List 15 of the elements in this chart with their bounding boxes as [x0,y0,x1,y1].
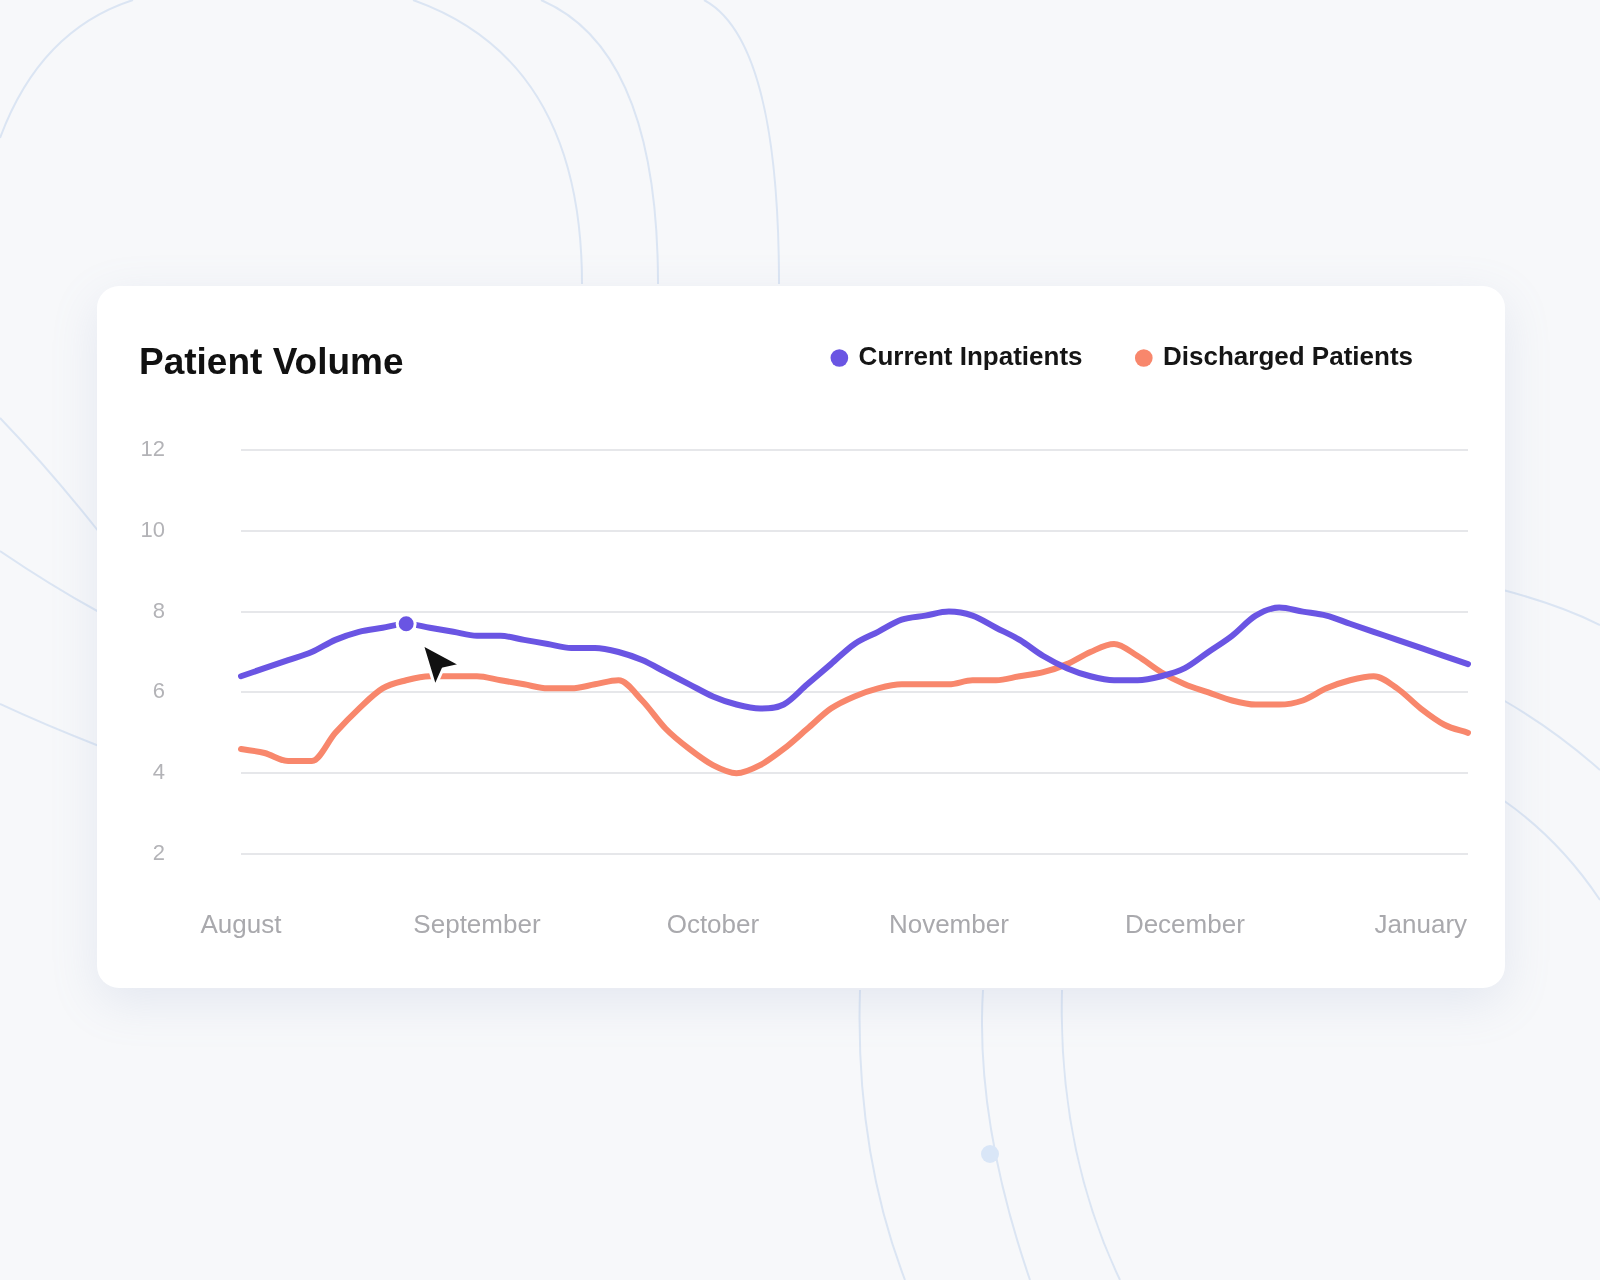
chart-title: Patient Volume [139,340,404,384]
x-tick-label: November [888,908,1010,939]
y-tick-label: 10 [140,516,165,542]
y-tick-label: 8 [152,597,165,623]
legend-label: Discharged Patients [1163,341,1414,372]
x-tick-label: January [1374,908,1468,939]
y-tick-label: 2 [152,840,165,866]
x-tick-label: October [666,908,760,939]
y-tick-label: 4 [152,759,165,785]
x-tick-label: August [200,908,283,939]
legend-label: Current Inpatients [858,341,1083,372]
y-tick-label: 12 [140,436,165,462]
x-tick-label: September [413,908,541,939]
x-tick-label: December [1124,908,1246,939]
y-tick-label: 6 [152,678,165,704]
